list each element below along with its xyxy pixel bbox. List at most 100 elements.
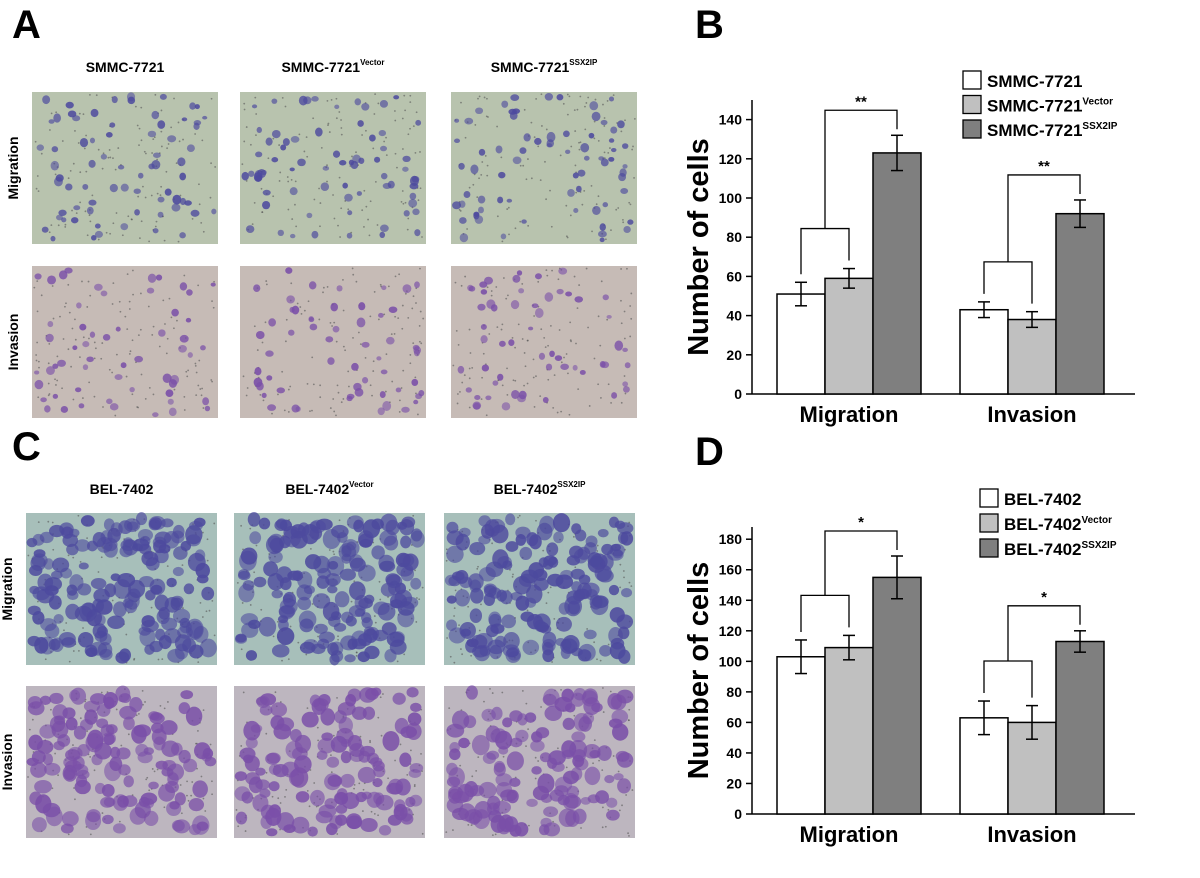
pore <box>505 297 508 300</box>
cell <box>155 628 166 641</box>
pore <box>72 744 74 746</box>
pore <box>526 339 529 342</box>
cell <box>243 720 261 741</box>
pore <box>628 581 631 584</box>
cell <box>289 306 295 313</box>
pore <box>72 556 75 559</box>
pore <box>461 381 464 384</box>
pore <box>534 777 537 780</box>
pore <box>244 830 247 832</box>
cell <box>618 172 627 182</box>
cell <box>538 824 550 836</box>
cell <box>620 188 629 194</box>
pore <box>415 621 418 623</box>
bracket <box>824 109 898 229</box>
cell <box>606 809 620 821</box>
pore <box>600 397 602 399</box>
pore <box>260 187 263 190</box>
pore <box>37 600 39 603</box>
cell <box>458 162 465 170</box>
cell <box>349 749 365 762</box>
pore <box>539 179 542 181</box>
cell <box>115 326 121 332</box>
cell <box>463 190 471 198</box>
pore <box>330 98 333 101</box>
pore <box>420 753 422 755</box>
pore <box>145 152 147 155</box>
pore <box>467 605 470 608</box>
pore <box>338 111 341 113</box>
cell <box>532 785 550 801</box>
cell <box>354 98 362 106</box>
column-header-superscript: SSX2IP <box>569 58 598 67</box>
pore <box>51 787 54 790</box>
cell <box>60 823 74 834</box>
pore <box>486 164 489 167</box>
cell <box>100 153 108 160</box>
cell <box>107 615 125 629</box>
pore <box>274 691 277 694</box>
pore <box>626 267 628 270</box>
cell <box>554 696 573 712</box>
cell <box>585 535 598 548</box>
pore <box>560 410 563 413</box>
pore <box>530 177 533 180</box>
pore <box>542 549 545 552</box>
pore <box>482 352 485 355</box>
cell <box>502 717 513 728</box>
cell <box>482 752 496 764</box>
cell <box>73 205 81 211</box>
pore <box>355 654 358 657</box>
micrograph-background <box>32 266 218 418</box>
pore <box>125 375 128 378</box>
pore <box>37 360 40 363</box>
cell <box>201 586 215 601</box>
cell <box>48 595 62 610</box>
cell <box>542 397 549 403</box>
pore <box>47 362 50 365</box>
pore <box>186 794 188 797</box>
cell <box>74 539 91 552</box>
cell <box>245 737 258 749</box>
pore <box>152 325 155 328</box>
cell <box>372 778 383 788</box>
pore <box>36 280 39 283</box>
pore <box>621 804 623 807</box>
pore <box>163 806 166 809</box>
cell <box>480 335 488 344</box>
pore <box>565 766 568 769</box>
pore <box>631 789 634 791</box>
bracket <box>1007 605 1081 662</box>
pore <box>565 353 568 355</box>
y-tick-label: 0 <box>734 386 742 402</box>
pore <box>351 267 354 270</box>
pore <box>306 155 309 158</box>
pore <box>603 157 606 159</box>
pore <box>319 202 322 204</box>
pore <box>85 170 88 173</box>
y-tick-label: 120 <box>719 151 743 167</box>
cell <box>66 543 79 556</box>
cell <box>290 135 300 143</box>
pore <box>372 147 375 150</box>
cell <box>471 734 490 756</box>
cell <box>178 344 187 353</box>
pore <box>607 383 610 386</box>
cell <box>90 578 107 590</box>
cell <box>388 778 404 795</box>
cell <box>258 517 271 530</box>
pore <box>377 102 380 105</box>
pore <box>454 589 457 592</box>
cell <box>158 329 166 337</box>
cell <box>193 122 200 130</box>
legend-swatch <box>962 94 982 115</box>
pore <box>474 124 477 126</box>
pore <box>150 194 153 197</box>
pore <box>607 643 610 646</box>
pore <box>390 333 393 336</box>
pore <box>496 326 499 329</box>
cell <box>492 380 499 386</box>
pore <box>109 232 112 235</box>
pore <box>74 338 77 341</box>
x-tick-label: Invasion <box>987 402 1076 427</box>
